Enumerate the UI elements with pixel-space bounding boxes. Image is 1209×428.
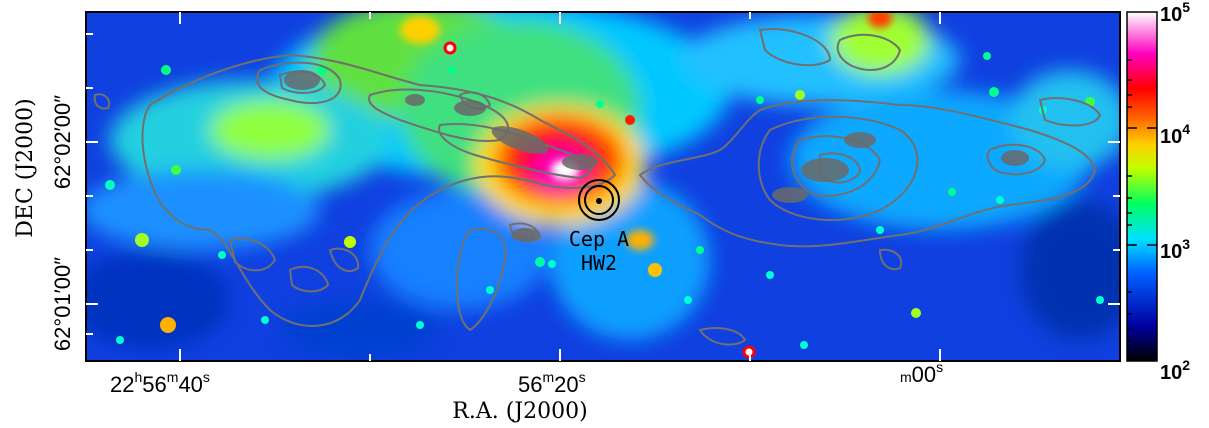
image-frame [85,11,1121,362]
colorbar-label-1e3: 103 [1160,236,1190,263]
y-tick-label-1: 62°02′00″ [50,95,75,189]
source-label-line2: HW2 [581,251,617,275]
source-label-line1: Cep A [569,227,629,251]
point-sources [105,52,1104,349]
sky-image: Cep A HW2 [86,12,1120,361]
colorbar-label-1e4: 104 [1160,121,1190,148]
x-axis-label: R.A. (J2000) [452,399,587,424]
colorbar-label-1e5: 105 [1160,0,1190,26]
x-tick-label-1: 22h56m40s [110,369,210,397]
x-tick-labels: 22h56m40s 56m20s m00s [110,359,943,397]
hw2-marker [578,179,620,221]
y-tick-labels: 62°02′00″ 62°01′00″ [50,95,75,351]
y-tick-label-2: 62°01′00″ [50,257,75,351]
contour-clumps [284,70,1029,242]
y-axis-label: DEC (J2000) [13,98,38,238]
colorbar-label-1e2: 102 [1160,357,1190,384]
tick-marks [86,12,1120,361]
colorbar: 105 104 103 102 [1126,0,1190,384]
x-tick-label-3: m00s [900,359,943,387]
x-tick-label-2: 56m20s [518,369,586,397]
